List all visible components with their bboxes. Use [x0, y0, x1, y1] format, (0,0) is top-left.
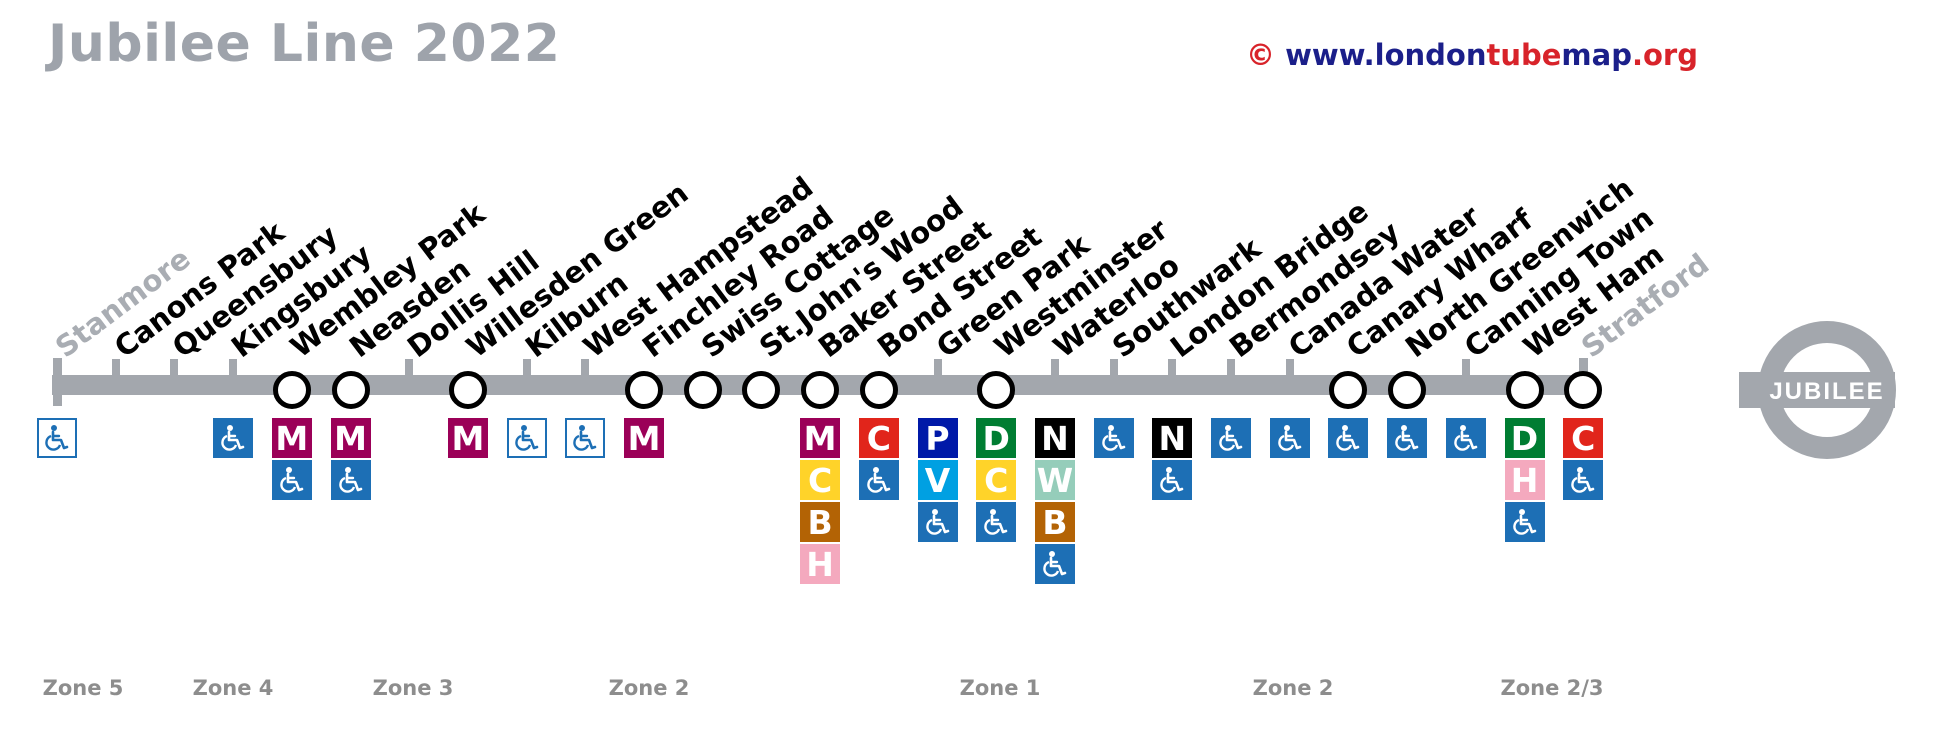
- interchange-circle[interactable]: [1505, 371, 1544, 409]
- line-badge-c: C: [800, 460, 841, 500]
- wheelchair-access-icon: [37, 418, 77, 458]
- interchange-circle[interactable]: [1329, 371, 1368, 409]
- line-badge-p: P: [917, 418, 958, 458]
- interchange-circle[interactable]: [1564, 371, 1603, 409]
- interchange-circle[interactable]: [1388, 371, 1427, 409]
- station-tick: [1461, 359, 1470, 381]
- zone-label: Zone 4: [192, 676, 274, 700]
- interchange-circle[interactable]: [331, 371, 370, 409]
- zone-label: Zone 2: [1252, 676, 1334, 700]
- interchange-circle[interactable]: [683, 371, 722, 409]
- wheelchair-access-icon: [917, 502, 958, 542]
- zone-band-4: Zone 4: [144, 112, 322, 706]
- line-badge-h: H: [1504, 460, 1545, 500]
- zone-band-1: Zone 1: [794, 112, 1206, 706]
- interchange-circle[interactable]: [977, 371, 1016, 409]
- wheelchair-access-icon: [1152, 460, 1193, 500]
- credit-map: map: [1561, 38, 1632, 72]
- credit-link[interactable]: © www.londontubemap.org: [1246, 38, 1698, 72]
- wheelchair-access-icon: [565, 418, 606, 458]
- wheelchair-access-icon: [1387, 418, 1428, 458]
- station-tick: [111, 359, 120, 381]
- line-badge-m: M: [271, 418, 312, 458]
- line-badge-m: M: [800, 418, 841, 458]
- wheelchair-access-icon: [330, 460, 371, 500]
- line-badge-b: B: [800, 502, 841, 542]
- roundel-icon: JUBILEE: [1739, 321, 1896, 459]
- zone-band-2-west: Zone 2: [504, 112, 794, 706]
- wheelchair-access-icon: [1504, 502, 1545, 542]
- line-badge-n: N: [1034, 418, 1075, 458]
- line-badge-m: M: [447, 418, 488, 458]
- station-tick: [1050, 359, 1059, 381]
- wheelchair-access-icon: [271, 460, 312, 500]
- credit-suffix: .org: [1631, 38, 1698, 72]
- station-tick: [581, 359, 590, 381]
- line-badge-d: D: [1504, 418, 1545, 458]
- zone-band-2-3: Zone 2/3: [1380, 112, 1724, 706]
- interchange-circle[interactable]: [859, 371, 898, 409]
- station-tick: [229, 359, 238, 381]
- wheelchair-access-icon: [1093, 418, 1134, 458]
- zone-band-3: Zone 3: [322, 112, 504, 706]
- line-badge-m: M: [330, 418, 371, 458]
- zone-label: Zone 1: [959, 676, 1041, 700]
- wheelchair-access-icon: [1328, 418, 1369, 458]
- station-tick: [522, 359, 531, 381]
- roundel-label: JUBILEE: [1769, 378, 1884, 405]
- interchange-circle[interactable]: [801, 371, 840, 409]
- copyright-symbol: ©: [1246, 38, 1275, 72]
- wheelchair-access-icon: [1269, 418, 1310, 458]
- station-tick: [1109, 359, 1118, 381]
- line-terminus: [53, 358, 62, 406]
- line-badge-b: B: [1034, 502, 1075, 542]
- credit-prefix: www.london: [1285, 38, 1487, 72]
- line-badge-h: H: [800, 544, 841, 584]
- line-badge-d: D: [976, 418, 1017, 458]
- station-tick: [1168, 359, 1177, 381]
- line-badge-c: C: [976, 460, 1017, 500]
- zone-label: Zone 2: [608, 676, 690, 700]
- zone-band-2-east: Zone 2: [1206, 112, 1380, 706]
- line-badge-w: W: [1034, 460, 1075, 500]
- line-diagram-panel: Zone 5 Zone 4 Zone 3 Zone 2 Zone 1 Zone …: [22, 112, 1724, 706]
- credit-tube: tube: [1486, 38, 1562, 72]
- wheelchair-access-icon: [506, 418, 547, 458]
- wheelchair-access-icon: [858, 460, 899, 500]
- zone-label: Zone 3: [372, 676, 454, 700]
- zone-label: Zone 5: [42, 676, 124, 700]
- wheelchair-access-icon: [976, 502, 1017, 542]
- line-badge-c: C: [858, 418, 899, 458]
- station-tick: [1227, 359, 1235, 381]
- station-tick: [170, 359, 179, 381]
- interchange-circle[interactable]: [448, 371, 487, 409]
- station-tick: [933, 359, 942, 381]
- line-badge-n: N: [1152, 418, 1193, 458]
- station-tick: [1285, 359, 1294, 381]
- interchange-circle[interactable]: [625, 371, 663, 409]
- line-badge-m: M: [624, 418, 664, 458]
- page-title: Jubilee Line 2022: [48, 14, 561, 74]
- wheelchair-access-icon: [213, 418, 254, 458]
- station-tick: [405, 359, 414, 381]
- line-badge-v: V: [917, 460, 958, 500]
- line-badge-c: C: [1563, 418, 1604, 458]
- wheelchair-access-icon: [1445, 418, 1486, 458]
- interchange-circle[interactable]: [272, 371, 311, 409]
- wheelchair-access-icon: [1034, 544, 1075, 584]
- wheelchair-access-icon: [1563, 460, 1604, 500]
- zone-band-5: Zone 5: [22, 112, 144, 706]
- zone-label: Zone 2/3: [1500, 676, 1604, 700]
- wheelchair-access-icon: [1211, 418, 1251, 458]
- interchange-circle[interactable]: [742, 371, 781, 409]
